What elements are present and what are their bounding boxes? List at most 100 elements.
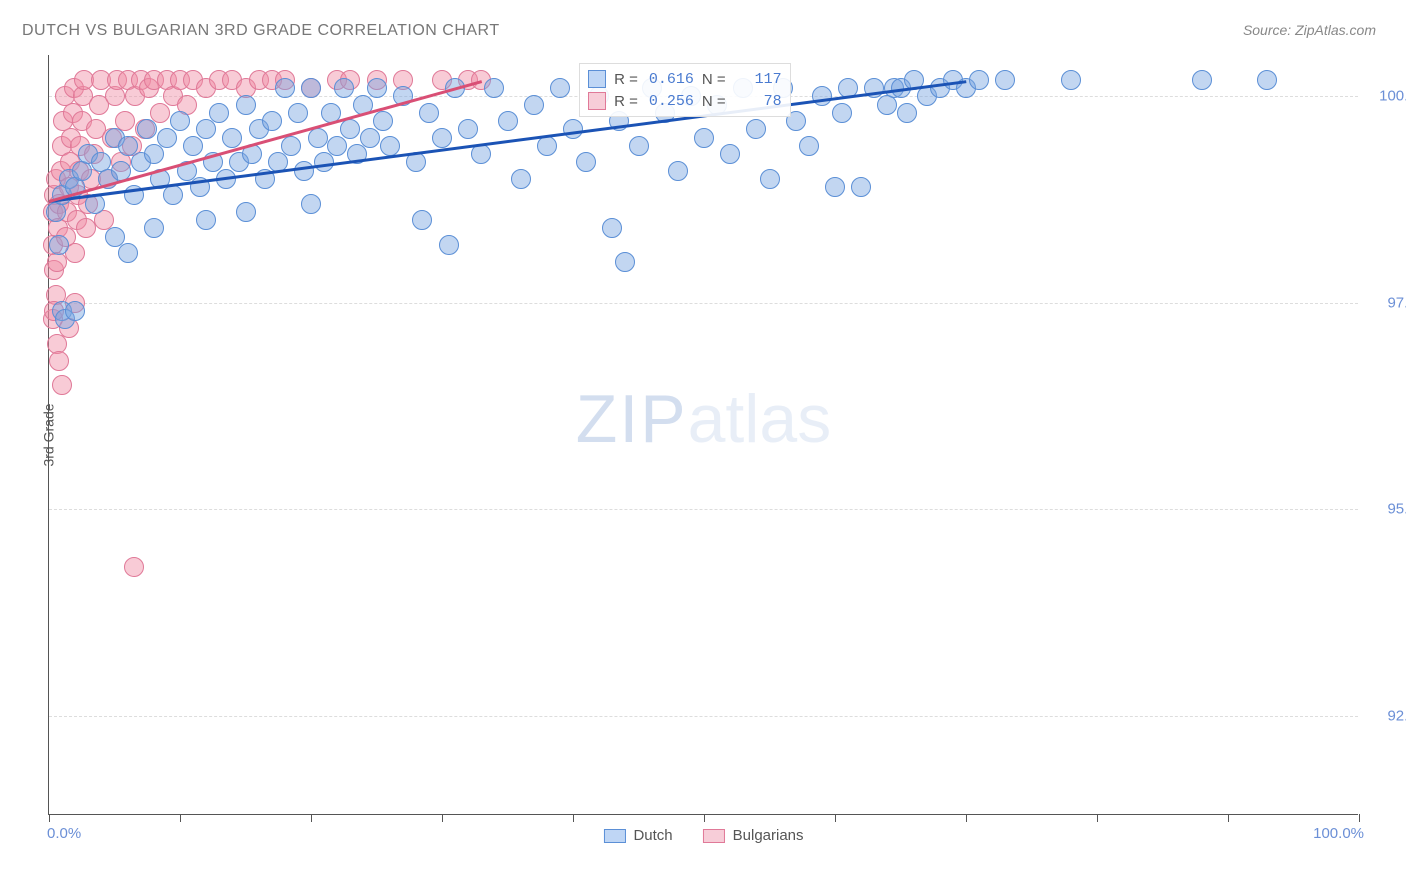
dutch-point [236,95,256,115]
bulgarians-point [49,351,69,371]
dutch-point [196,210,216,230]
dutch-point [1257,70,1277,90]
y-axis-label: 3rd Grade [41,403,57,466]
dutch-point [511,169,531,189]
bulgarians-swatch-icon [588,92,606,110]
x-tick [49,814,50,822]
bulgarians-point [76,218,96,238]
dutch-point [281,136,301,156]
dutch-point [439,235,459,255]
dutch-point [367,78,387,98]
gridline [49,303,1358,304]
dutch-swatch-icon [588,70,606,88]
x-tick [1228,814,1229,822]
watermark: ZIPatlas [576,380,831,458]
x-tick [442,814,443,822]
dutch-point [170,111,190,131]
dutch-point [327,136,347,156]
x-axis-max-label: 100.0% [1313,825,1364,842]
dutch-point [825,177,845,197]
n-value: 117 [734,71,782,88]
dutch-point [301,194,321,214]
dutch-point [746,119,766,139]
dutch-point [995,70,1015,90]
dutch-point [118,243,138,263]
dutch-point [183,136,203,156]
dutch-point [137,119,157,139]
dutch-point [576,152,596,172]
y-tick-label: 92.5% [1368,707,1406,724]
dutch-point [262,111,282,131]
dutch-point [294,161,314,181]
dutch-point [484,78,504,98]
r-label: R = [614,71,638,88]
dutch-point [832,103,852,123]
bulgarians-legend-swatch-icon [703,829,725,843]
dutch-point [668,161,688,181]
dutch-point [1192,70,1212,90]
r-value: 0.616 [646,71,694,88]
dutch-point [720,144,740,164]
dutch-point [209,103,229,123]
watermark-zip: ZIP [576,381,688,457]
dutch-point [498,111,518,131]
dutch-point [163,185,183,205]
x-tick [1359,814,1360,822]
stats-row-dutch: R = 0.616 N = 117 [588,68,782,90]
legend-label: Bulgarians [733,827,804,844]
dutch-point [49,235,69,255]
x-tick [180,814,181,822]
dutch-point [157,128,177,148]
x-tick [1097,814,1098,822]
n-label: N = [702,71,726,88]
dutch-point [65,301,85,321]
dutch-point [969,70,989,90]
dutch-point [471,144,491,164]
source-attribution: Source: ZipAtlas.com [1243,22,1376,38]
dutch-point [602,218,622,238]
dutch-legend-swatch-icon [603,829,625,843]
dutch-point [432,128,452,148]
y-tick-label: 95.0% [1368,501,1406,518]
plot-area: 3rd Grade ZIPatlas 0.0% 100.0% DutchBulg… [48,55,1358,815]
dutch-point [196,119,216,139]
dutch-point [373,111,393,131]
chart-title: DUTCH VS BULGARIAN 3RD GRADE CORRELATION… [22,22,500,40]
dutch-point [301,78,321,98]
dutch-point [897,103,917,123]
dutch-point [851,177,871,197]
dutch-point [334,78,354,98]
dutch-point [360,128,380,148]
r-value: 0.256 [646,93,694,110]
n-value: 78 [734,93,782,110]
legend-item-bulgarians: Bulgarians [703,827,804,844]
dutch-point [222,128,242,148]
x-tick [704,814,705,822]
dutch-point [458,119,478,139]
x-tick [573,814,574,822]
x-tick [966,814,967,822]
legend: Dutch Bulgarians [603,827,803,844]
dutch-point [1061,70,1081,90]
gridline [49,716,1358,717]
dutch-point [275,78,295,98]
watermark-atlas: atlas [688,381,832,457]
dutch-point [340,119,360,139]
x-tick [835,814,836,822]
bulgarians-point [124,557,144,577]
n-label: N = [702,93,726,110]
dutch-point [308,128,328,148]
dutch-point [799,136,819,156]
bulgarians-point [150,103,170,123]
dutch-point [563,119,583,139]
dutch-point [760,169,780,189]
dutch-point [812,86,832,106]
stats-row-bulgarians: R =0.256N =78 [588,90,782,112]
dutch-point [236,202,256,222]
x-axis-min-label: 0.0% [47,825,81,842]
dutch-point [144,218,164,238]
gridline [49,509,1358,510]
dutch-point [550,78,570,98]
y-tick-label: 97.5% [1368,294,1406,311]
legend-item-dutch: Dutch [603,827,672,844]
